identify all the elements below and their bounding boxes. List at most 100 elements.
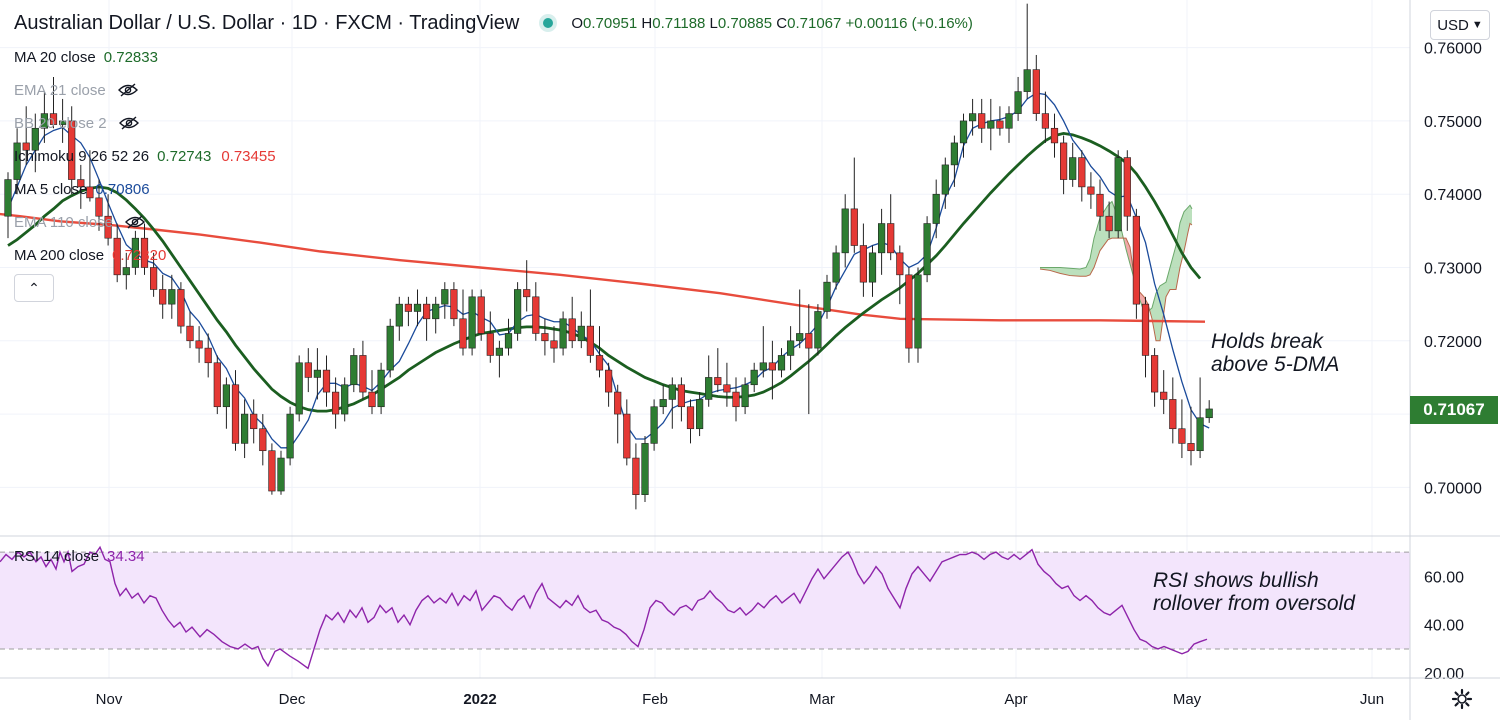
collapse-legend-button[interactable]: ⌃: [14, 274, 54, 302]
cloud-segment: [1184, 207, 1188, 252]
candle-body: [404, 303, 413, 312]
candle-body: [850, 208, 858, 246]
cloud-segment: [1070, 268, 1080, 277]
candle-body: [1014, 91, 1022, 114]
candle-body: [1050, 127, 1059, 144]
rsi-annotation-line-1: RSI shows bullish: [1153, 569, 1319, 592]
legend-name: MA 200 close: [14, 246, 105, 264]
candle-body: [941, 164, 949, 195]
candle-body: [559, 318, 567, 349]
candlesticks: [4, 3, 1213, 510]
candle-body: [295, 362, 303, 415]
candle-body: [286, 413, 294, 459]
candle-body: [877, 223, 886, 254]
candle-body: [1132, 215, 1140, 305]
y-tick-label: 0.73000: [1424, 261, 1482, 278]
currency-selector[interactable]: USD ▼: [1430, 10, 1490, 40]
legend-row[interactable]: MA 200 close 0.72820: [14, 244, 176, 266]
candle-body: [777, 355, 786, 371]
ma-20-line: [7, 131, 1202, 413]
eye-hidden-icon[interactable]: [118, 116, 139, 130]
candle-body: [95, 197, 103, 217]
cloud-segment: [1170, 245, 1176, 290]
candle-body: [968, 113, 977, 122]
candle-body: [896, 252, 904, 276]
settings-gear-icon[interactable]: [1451, 688, 1473, 710]
legend-row[interactable]: EMA 21 close: [14, 79, 138, 101]
candle-body: [331, 391, 340, 415]
last-price-tag: 0.71067: [1410, 396, 1498, 424]
legend-name: EMA 21 close: [14, 81, 106, 99]
price-annotation: Holds break above 5-DMA: [1211, 330, 1339, 376]
candle-body: [459, 318, 467, 349]
candle-body: [1087, 186, 1095, 195]
candle-body: [140, 237, 149, 268]
price-annotation-line-2: above 5-DMA: [1211, 353, 1340, 376]
legend-value: 0.70806: [95, 180, 150, 198]
ohlc-open-value: 0.70951: [583, 14, 638, 32]
y-tick-label: 0.72000: [1424, 334, 1482, 351]
candle-body: [887, 223, 895, 254]
candle-body: [1123, 157, 1131, 217]
y-tick-label: 0.70000: [1424, 480, 1482, 497]
candle-body: [695, 399, 704, 430]
rsi-tick-label: 60.00: [1424, 569, 1464, 586]
legend-value: 0.72820: [112, 246, 167, 264]
candle-body: [550, 340, 558, 349]
candle-body: [477, 296, 485, 334]
candle-body: [905, 274, 913, 349]
eye-hidden-icon[interactable]: [117, 83, 138, 97]
candle-body: [68, 120, 76, 180]
ohlc-close-value: 0.71067: [787, 14, 842, 32]
candle-body: [1169, 399, 1177, 430]
candle-body: [177, 289, 185, 327]
candle-body: [841, 208, 849, 254]
cloud-segment: [1166, 267, 1170, 297]
legend-row[interactable]: BB 20 close 2: [14, 112, 139, 134]
eye-hidden-icon[interactable]: [124, 215, 145, 229]
candle-body: [395, 303, 403, 327]
cloud-segment: [1126, 238, 1130, 264]
legend-row[interactable]: Ichimoku 9 26 52 26 0.72743 0.73455: [14, 145, 286, 167]
legend-name: MA 5 close: [14, 180, 88, 198]
candle-body: [168, 289, 176, 305]
candle-body: [750, 369, 758, 386]
chevron-down-icon: ▼: [1471, 19, 1483, 31]
y-tick-label: 0.74000: [1424, 187, 1482, 204]
legend-value: 0.72833: [103, 48, 158, 66]
y-tick-label: 0.75000: [1424, 114, 1482, 131]
symbol-title: Australian Dollar / U.S. Dollar · 1D · F…: [14, 11, 520, 34]
candle-body: [823, 281, 831, 312]
candle-body: [1178, 428, 1186, 444]
candle-body: [705, 377, 713, 400]
candle-body: [341, 384, 349, 415]
legend-row[interactable]: MA 20 close 0.72833: [14, 46, 168, 68]
legend-name: Ichimoku 9 26 52 26: [14, 147, 150, 165]
candle-body: [222, 384, 231, 408]
ohlc-low-key: L: [709, 14, 718, 32]
candle-body: [486, 333, 494, 356]
rsi-legend-name: RSI 14 close: [14, 548, 100, 565]
candle-body: [413, 303, 422, 312]
candle-body: [523, 289, 531, 298]
candle-body: [468, 296, 476, 349]
candle-body: [623, 413, 631, 459]
candle-body: [1114, 157, 1122, 232]
candle-body: [595, 355, 604, 371]
candle-body: [350, 355, 358, 386]
x-tick-label: Feb: [642, 691, 668, 708]
rsi-pane: [0, 535, 1500, 670]
candle-body: [204, 347, 212, 364]
rsi-legend-value: 34.34: [107, 548, 145, 565]
candle-body: [513, 289, 522, 334]
candle-body: [195, 340, 203, 349]
candle-body: [49, 113, 58, 125]
candle-body: [759, 362, 767, 371]
candle-body: [277, 457, 285, 492]
candle-body: [1105, 215, 1113, 232]
candle-body: [568, 318, 576, 342]
candle-body: [77, 179, 85, 188]
legend-row[interactable]: MA 5 close 0.70806: [14, 178, 160, 200]
legend-row[interactable]: EMA 110 close: [14, 211, 145, 233]
